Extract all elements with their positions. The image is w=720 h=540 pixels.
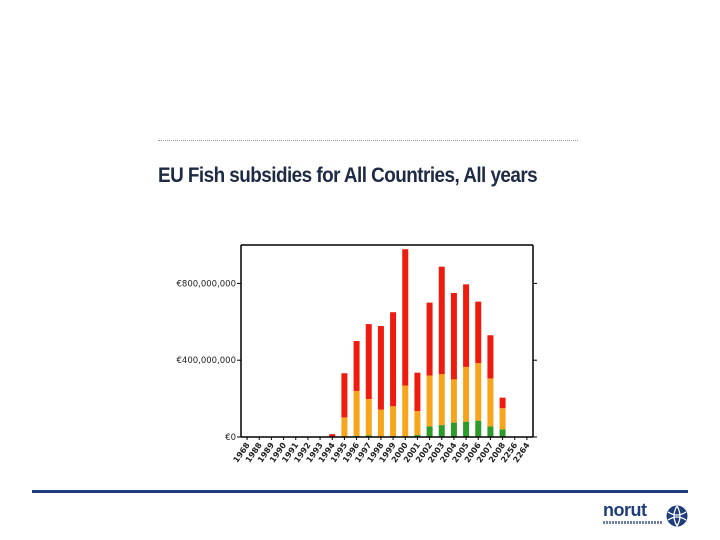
bar-2006-s2: [475, 301, 482, 364]
bar-1997-s0: [365, 435, 372, 437]
bar-2008-s0: [499, 429, 506, 437]
page-title: EU Fish subsidies for All Countries, All…: [158, 164, 538, 187]
footer-divider: [32, 490, 688, 493]
bar-1998-s1: [377, 409, 384, 437]
top-divider: [158, 140, 578, 141]
axes-group: [237, 244, 537, 440]
bar-2001-s1: [414, 411, 421, 436]
bar-2007-s1: [487, 378, 494, 427]
bar-2003-s1: [438, 374, 445, 426]
y-tick-label: €400,000,000: [177, 356, 236, 366]
y-tick-label: €800,000,000: [177, 279, 236, 289]
bar-2003-s2: [438, 266, 445, 375]
y-tick-label: €0: [225, 433, 236, 443]
bar-2007-s0: [487, 426, 494, 437]
bar-2003-s0: [438, 425, 445, 437]
bar-1997-s2: [365, 324, 372, 399]
bar-2004-s0: [450, 422, 457, 437]
bar-2000-s2: [402, 249, 409, 386]
bar-1995-s1: [341, 417, 348, 437]
globe-icon: [666, 505, 688, 527]
bar-1996-s1: [353, 390, 360, 437]
bar-1995-s2: [341, 373, 348, 418]
bar-2001-s2: [414, 372, 421, 412]
bar-2005-s1: [463, 366, 470, 422]
bar-1998-s2: [377, 326, 384, 410]
bar-2006-s1: [475, 363, 482, 421]
logo-wordmark: norut: [603, 500, 647, 520]
bar-2002-s1: [426, 375, 433, 427]
bar-group: [329, 249, 506, 438]
bar-2008-s2: [499, 397, 506, 409]
bar-2002-s2: [426, 302, 433, 376]
bar-2005-s0: [463, 421, 470, 437]
bar-2007-s2: [487, 335, 494, 379]
bar-2008-s1: [499, 408, 506, 430]
bar-2000-s1: [402, 385, 409, 437]
bar-1999-s2: [390, 312, 397, 407]
bar-2001-s0: [414, 435, 421, 437]
bar-2004-s1: [450, 379, 457, 423]
bar-1997-s1: [365, 398, 372, 436]
bar-1996-s2: [353, 341, 360, 391]
logo-tagline: [603, 521, 663, 524]
bar-2004-s2: [450, 293, 457, 380]
bar-1999-s1: [390, 406, 397, 437]
bar-2002-s0: [426, 426, 433, 437]
bar-2005-s2: [463, 284, 470, 367]
label-group: €0€400,000,000€800,000,00019681988198919…: [177, 279, 532, 464]
bar-1994-s2: [329, 434, 336, 437]
bar-2006-s0: [475, 420, 482, 437]
norut-logo: norut: [601, 500, 691, 530]
